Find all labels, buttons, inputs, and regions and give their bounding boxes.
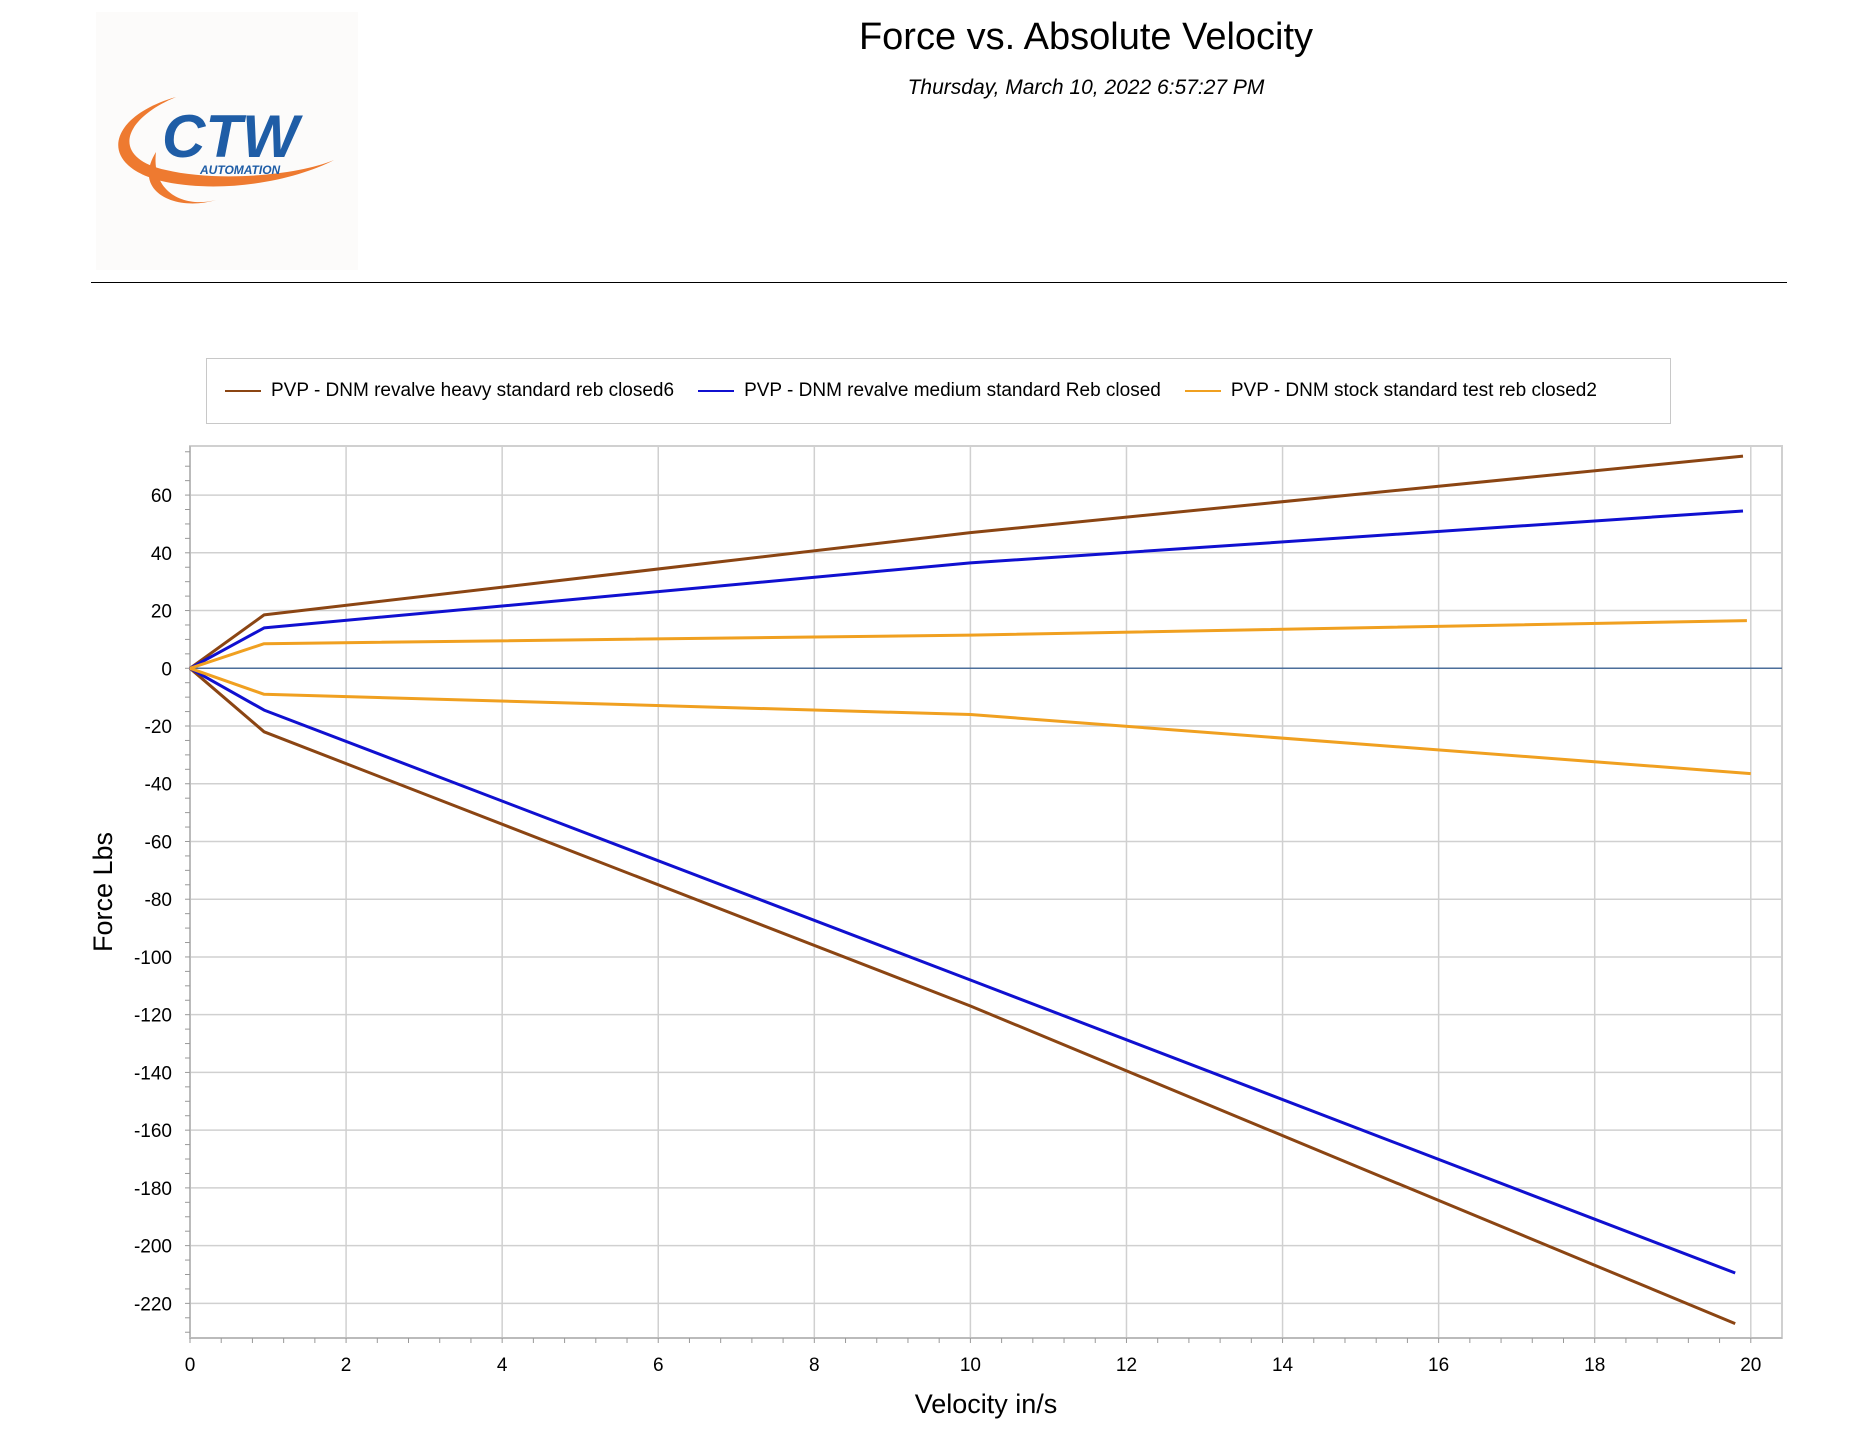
legend-item-heavy: PVP - DNM revalve heavy standard reb clo… — [225, 380, 674, 402]
x-tick-label: 20 — [1740, 1355, 1761, 1376]
x-tick-label: 4 — [497, 1355, 508, 1376]
legend-swatch-stock — [1184, 390, 1221, 392]
legend-item-medium: PVP - DNM revalve medium standard Reb cl… — [698, 380, 1161, 402]
legend-item-stock: PVP - DNM stock standard test reb closed… — [1184, 380, 1597, 402]
logo-swoosh-tail-icon — [148, 152, 216, 204]
y-tick-label: -60 — [145, 832, 172, 853]
y-tick-label: -120 — [134, 1006, 172, 1027]
legend-swatch-medium — [698, 390, 735, 392]
series-line-1-positive — [189, 509, 1744, 670]
series-line-0-positive — [189, 454, 1744, 670]
ctw-automation-logo: CTW AUTOMATION — [96, 12, 358, 270]
y-tick-label: -100 — [134, 948, 172, 969]
x-tick-label: 10 — [960, 1355, 981, 1376]
x-tick-label: 8 — [809, 1355, 820, 1376]
legend-label-heavy: PVP - DNM revalve heavy standard reb clo… — [271, 380, 675, 401]
y-tick-label: -140 — [134, 1063, 172, 1084]
y-axis-label: Force Lbs — [88, 832, 118, 952]
report-timestamp: Thursday, March 10, 2022 6:57:27 PM — [907, 76, 1265, 99]
x-tick-label: 14 — [1272, 1355, 1294, 1376]
x-tick-label: 6 — [653, 1355, 664, 1376]
y-tick-label: -20 — [145, 717, 172, 738]
y-tick-label: -40 — [145, 775, 172, 796]
header-divider — [91, 282, 1787, 283]
y-tick-label: -200 — [134, 1237, 172, 1258]
y-tick-label: -180 — [134, 1179, 172, 1200]
y-tick-label: 40 — [151, 544, 172, 565]
logo-subtext: AUTOMATION — [199, 163, 281, 177]
legend-label-stock: PVP - DNM stock standard test reb closed… — [1230, 380, 1597, 401]
plot-area-frame — [189, 445, 1783, 1339]
series-line-2-negative — [189, 666, 1751, 776]
legend-label-medium: PVP - DNM revalve medium standard Reb cl… — [744, 380, 1161, 401]
y-tick-label: 60 — [151, 486, 172, 507]
x-tick-label: 2 — [341, 1355, 352, 1376]
y-tick-label: -80 — [145, 890, 172, 911]
y-tick-label: -220 — [134, 1294, 172, 1315]
legend-swatch-heavy — [225, 390, 261, 392]
y-tick-label: 0 — [161, 659, 172, 680]
logo-text: CTW — [162, 103, 303, 170]
x-axis-label: Velocity in/s — [915, 1389, 1058, 1419]
chart-legend: PVP - DNM revalve heavy standard reb clo… — [206, 358, 1671, 424]
series-line-0-negative — [189, 667, 1736, 1325]
y-tick-label: -160 — [134, 1121, 172, 1142]
x-tick-label: 0 — [185, 1355, 196, 1376]
series-line-2-positive — [189, 619, 1747, 670]
page-title: Force vs. Absolute Velocity — [858, 16, 1314, 58]
y-tick-label: 20 — [151, 602, 172, 623]
x-tick-label: 12 — [1116, 1355, 1137, 1376]
x-tick-label: 16 — [1428, 1355, 1449, 1376]
x-tick-label: 18 — [1584, 1355, 1605, 1376]
series-line-1-negative — [189, 666, 1736, 1275]
